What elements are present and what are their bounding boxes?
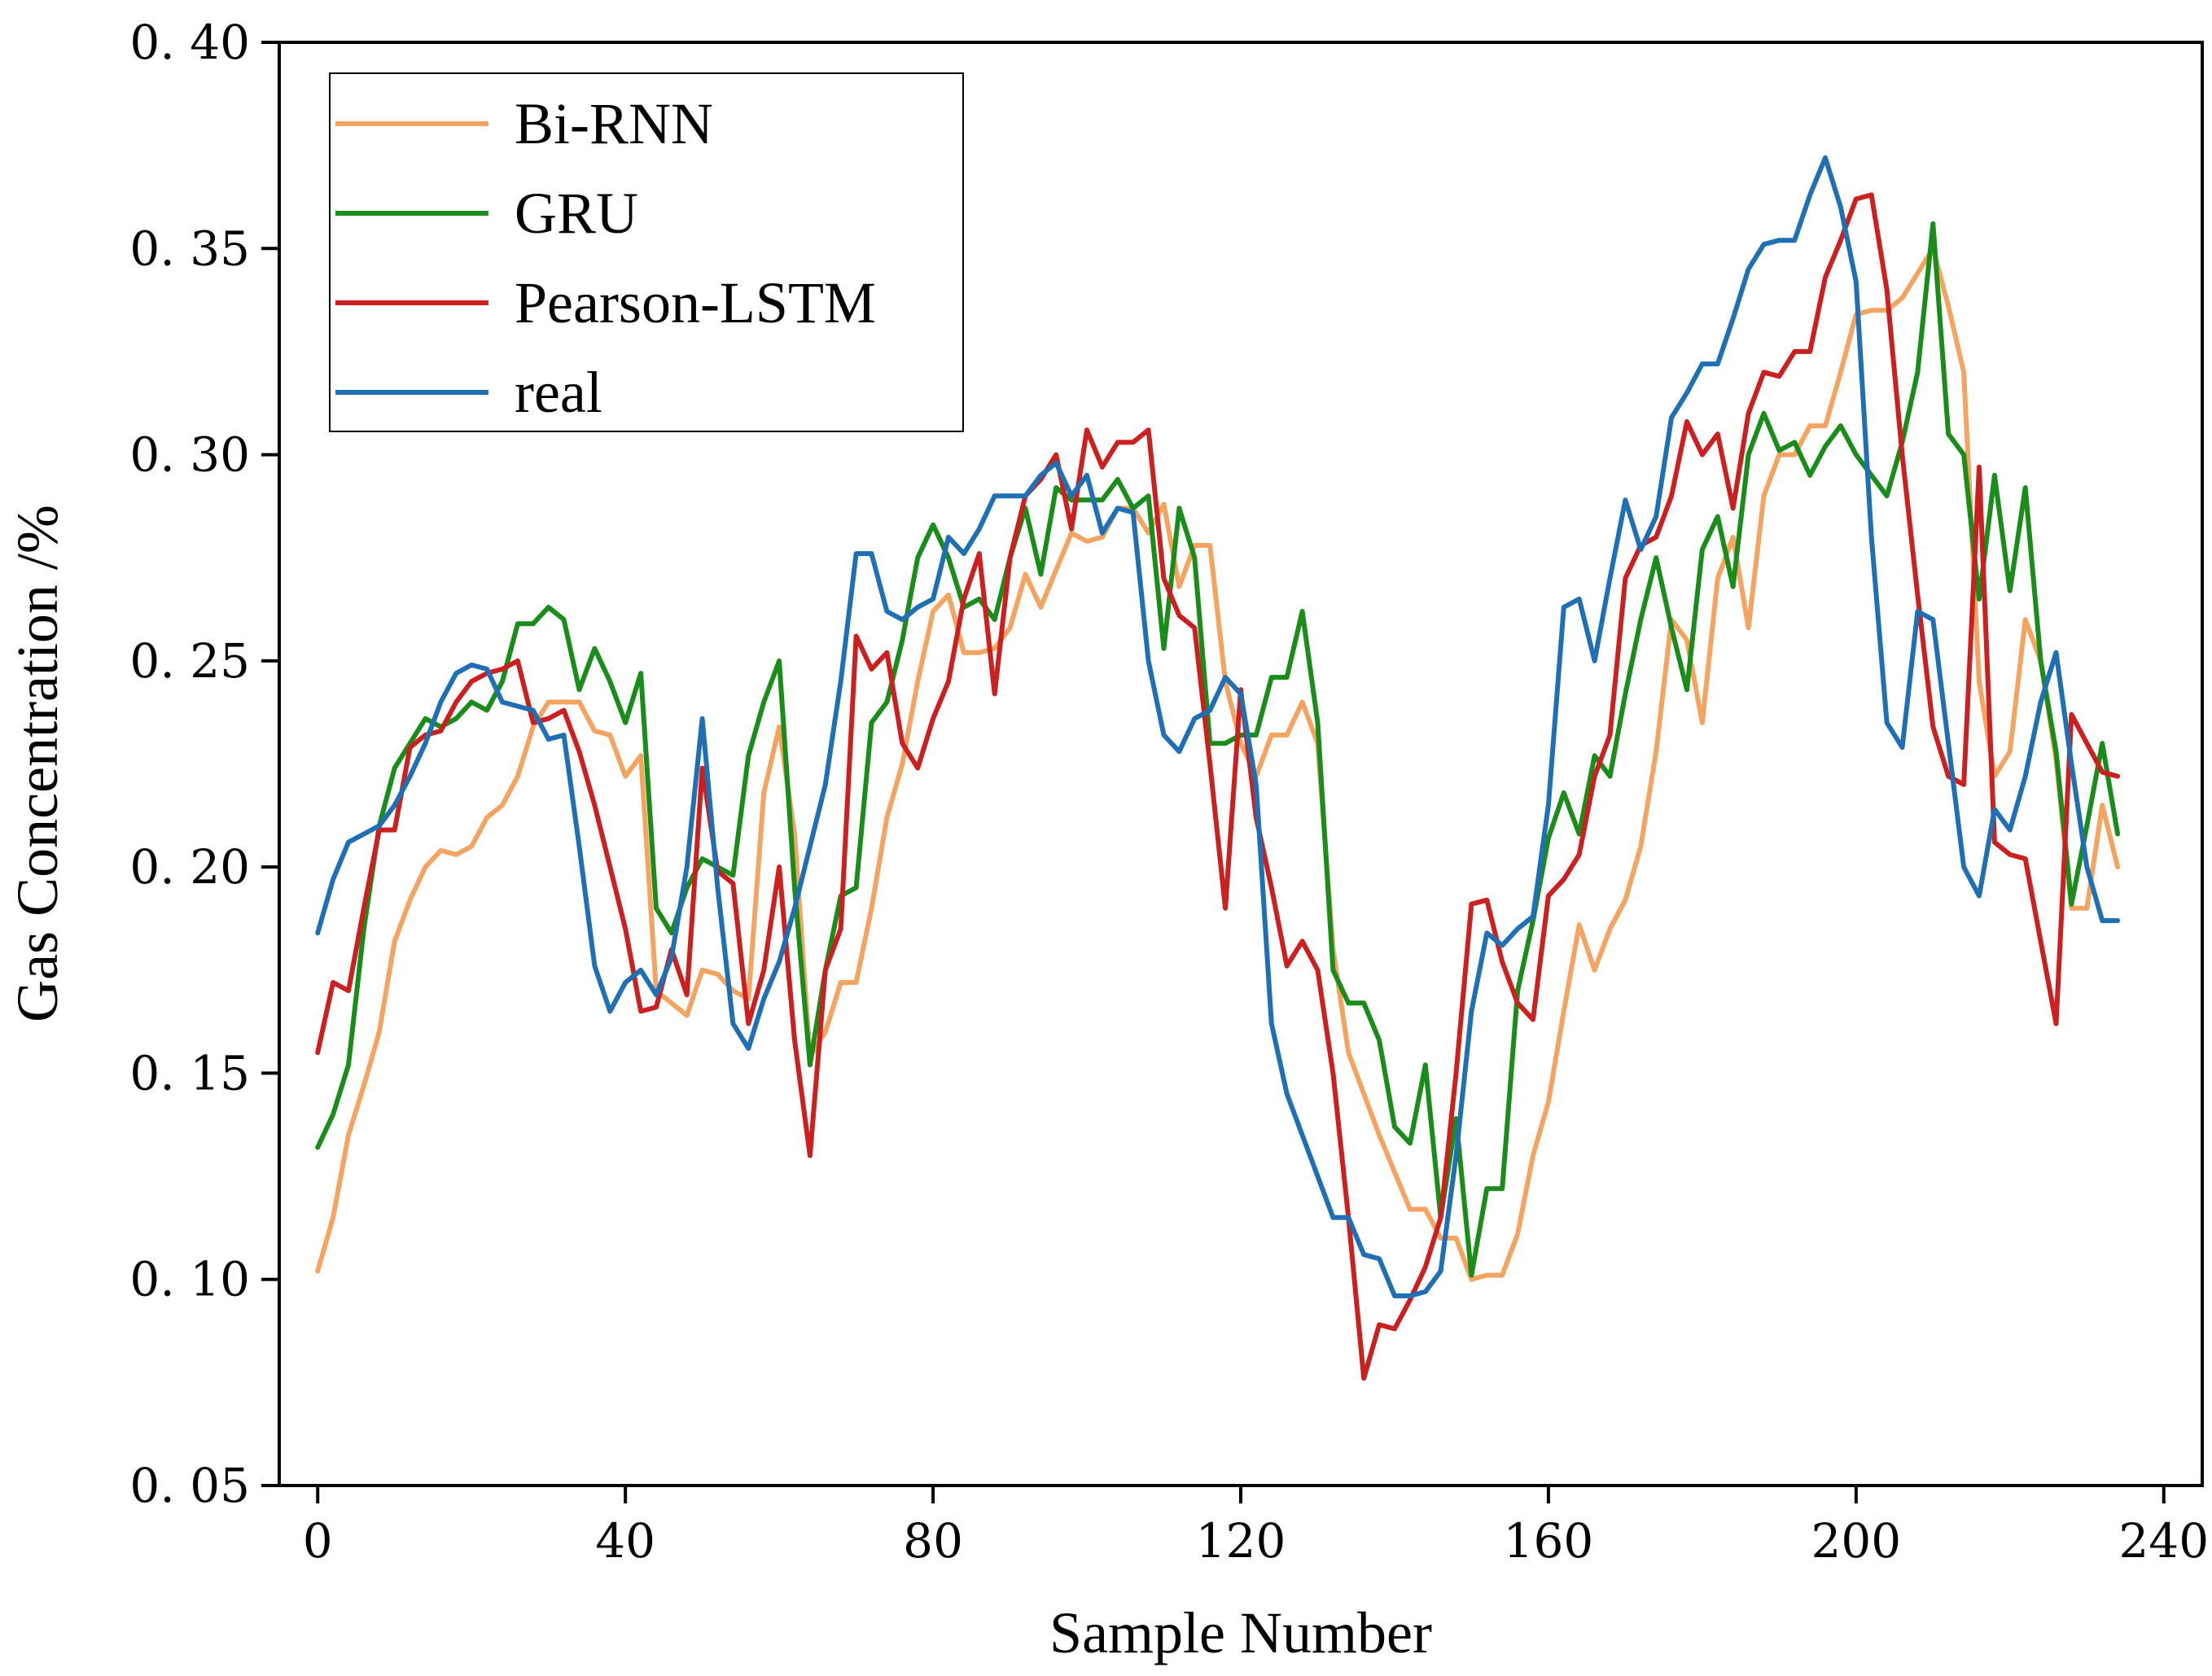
legend-label-bi-rnn: Bi-RNN <box>515 91 713 156</box>
legend-label-pearson-lstm: Pearson-LSTM <box>515 270 876 335</box>
x-tick-label: 160 <box>1504 1513 1594 1569</box>
y-tick-label: 0. 40 <box>129 15 250 70</box>
x-tick-label: 240 <box>2118 1513 2209 1569</box>
x-tick-label: 80 <box>903 1513 963 1569</box>
y-tick-label: 0. 30 <box>129 427 250 483</box>
legend: Bi-RNN GRU Pearson-LSTM real <box>329 72 964 432</box>
y-tick-label: 0. 05 <box>129 1458 250 1513</box>
legend-label-gru: GRU <box>515 181 638 246</box>
y-axis: 0. 05 0. 10 0. 15 0. 20 0. 25 0. 30 0. 35 0. 40 <box>129 15 279 1513</box>
x-tick-label: 0 <box>303 1513 333 1569</box>
x-tick-label: 120 <box>1196 1513 1286 1569</box>
legend-box <box>329 72 964 432</box>
series-layer <box>315 155 2121 1381</box>
series-line-gru <box>315 221 2121 1278</box>
y-tick-label: 0. 35 <box>129 221 250 276</box>
x-tick-label: 200 <box>1811 1513 1901 1569</box>
legend-label-real: real <box>515 360 602 425</box>
y-tick-label: 0. 10 <box>129 1252 250 1307</box>
y-tick-label: 0. 20 <box>129 839 250 895</box>
x-axis-title: Sample Number <box>1049 1600 1432 1665</box>
x-axis: 0 40 80 120 160 200 240 <box>303 1486 2209 1569</box>
y-tick-label: 0. 15 <box>129 1045 250 1101</box>
x-tick-label: 40 <box>595 1513 655 1569</box>
y-tick-label: 0. 25 <box>129 633 250 689</box>
series-line-bi-rnn <box>315 246 2121 1282</box>
y-axis-title: Gas Concentration /% <box>5 505 70 1022</box>
series-line-real <box>315 155 2121 1298</box>
series-line-pearson-lstm <box>315 192 2121 1381</box>
